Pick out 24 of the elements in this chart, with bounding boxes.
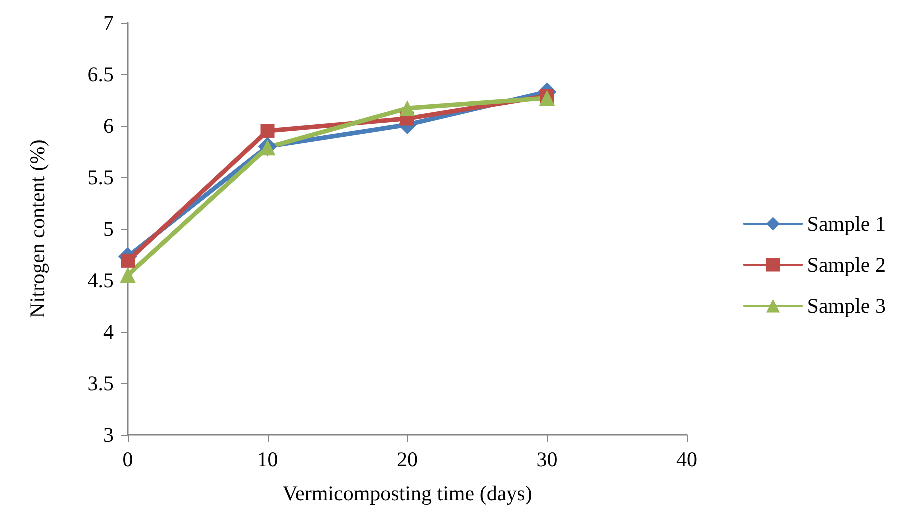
- x-axis-title: Vermicomposting time (days): [282, 482, 532, 506]
- x-tick-label: 0: [122, 448, 134, 472]
- point: [400, 100, 416, 116]
- point: [260, 124, 275, 138]
- y-tick-label: 4: [104, 320, 114, 344]
- y-tick-label: 5: [104, 217, 114, 241]
- x-tick-label: 30: [536, 448, 558, 472]
- point: [539, 90, 556, 106]
- legend-label: Sample 2: [807, 253, 886, 277]
- point: [121, 254, 135, 268]
- legend-label: Sample 1: [807, 212, 886, 236]
- x-tick-label: 40: [676, 448, 698, 472]
- y-tick-label: 4.5: [88, 268, 114, 292]
- y-tick-label: 5.5: [88, 166, 114, 190]
- point: [120, 267, 136, 284]
- y-tick-label: 3: [104, 423, 114, 447]
- y-tick-label: 7: [104, 11, 114, 35]
- y-tick-label: 6.5: [88, 62, 114, 86]
- x-tick-label: 20: [397, 448, 418, 472]
- y-tick-label: 3.5: [88, 372, 114, 396]
- x-tick-label: 10: [257, 448, 278, 472]
- y-axis-title: Nitrogen content (%): [26, 140, 50, 318]
- y-tick-label: 6: [104, 114, 114, 138]
- legend-label: Sample 3: [807, 294, 886, 318]
